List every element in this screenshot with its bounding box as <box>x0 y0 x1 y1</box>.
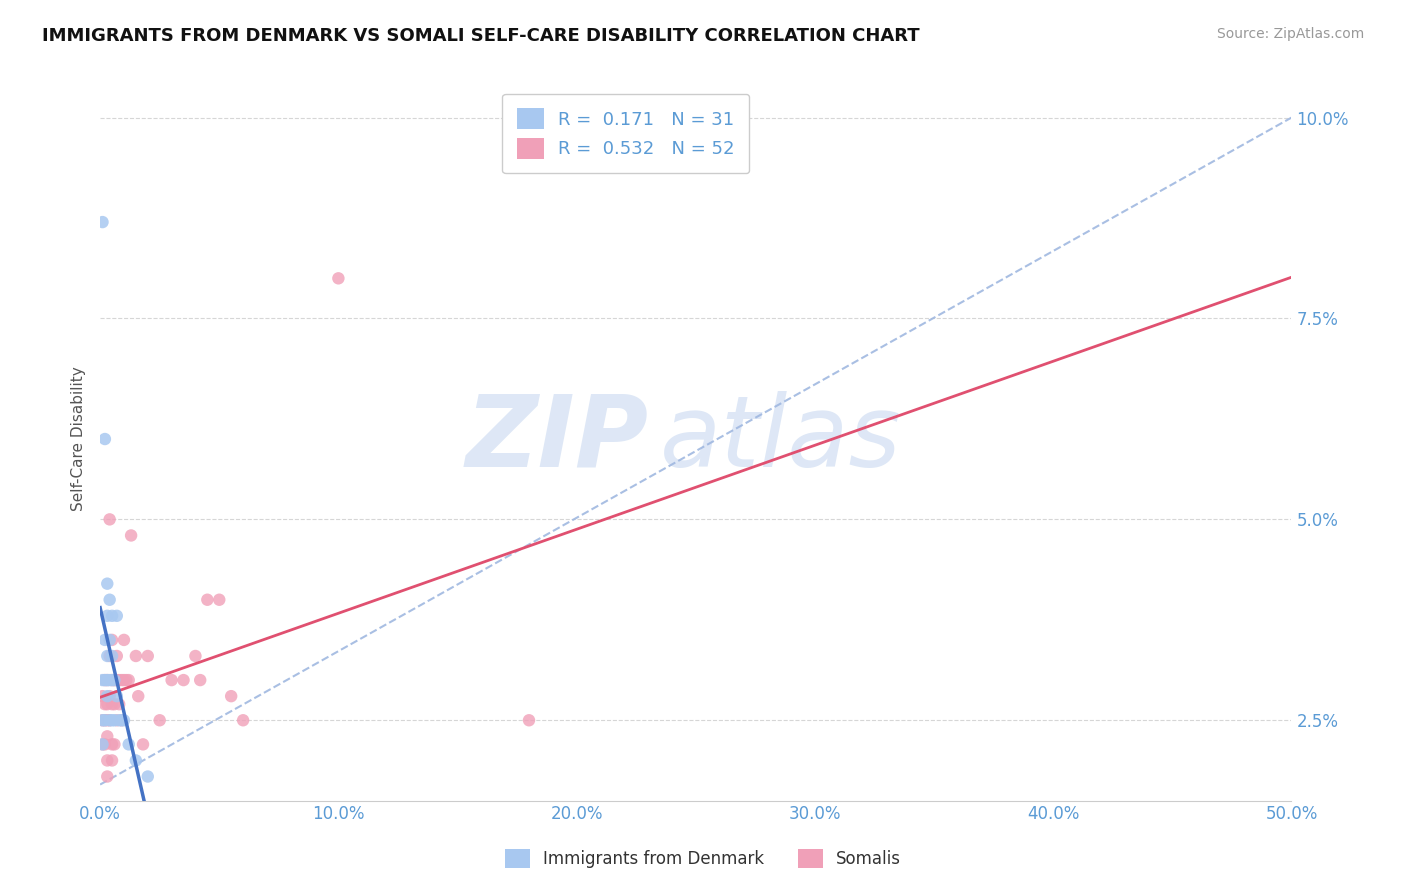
Point <box>173 673 195 687</box>
Point <box>517 713 540 727</box>
Point <box>91 215 114 229</box>
Point <box>118 737 141 751</box>
Point <box>94 432 117 446</box>
Point <box>195 592 218 607</box>
Point <box>112 713 135 727</box>
Point <box>101 697 124 711</box>
Point <box>91 689 114 703</box>
Point <box>96 770 118 784</box>
Point <box>96 689 118 703</box>
Point <box>105 608 128 623</box>
Point <box>96 754 118 768</box>
Text: atlas: atlas <box>659 391 901 488</box>
Point <box>96 673 118 687</box>
Point <box>136 648 159 663</box>
Legend: Immigrants from Denmark, Somalis: Immigrants from Denmark, Somalis <box>498 842 908 875</box>
Point <box>91 713 114 727</box>
Point <box>98 648 121 663</box>
Point <box>98 689 121 703</box>
Point <box>105 673 128 687</box>
Point <box>96 697 118 711</box>
Point <box>98 713 121 727</box>
Point <box>96 608 118 623</box>
Point <box>105 648 128 663</box>
Point <box>160 673 183 687</box>
Point <box>94 713 117 727</box>
Point <box>110 713 132 727</box>
Point <box>101 713 124 727</box>
Point <box>118 673 141 687</box>
Point <box>103 713 125 727</box>
Point <box>184 648 207 663</box>
Point <box>108 673 131 687</box>
Point <box>136 770 159 784</box>
Point <box>98 713 121 727</box>
Y-axis label: Self-Care Disability: Self-Care Disability <box>72 367 86 511</box>
Point <box>91 737 114 751</box>
Point <box>101 632 124 647</box>
Point <box>101 673 124 687</box>
Point <box>94 673 117 687</box>
Point <box>149 713 172 727</box>
Point <box>94 697 117 711</box>
Point <box>101 648 124 663</box>
Point <box>105 713 128 727</box>
Point <box>103 697 125 711</box>
Point <box>98 512 121 526</box>
Point <box>132 737 155 751</box>
Point <box>110 713 132 727</box>
Point <box>94 737 117 751</box>
Point <box>112 673 135 687</box>
Point <box>103 737 125 751</box>
Point <box>105 689 128 703</box>
Point <box>96 648 118 663</box>
Point <box>96 576 118 591</box>
Point <box>91 713 114 727</box>
Point <box>94 632 117 647</box>
Point <box>127 689 149 703</box>
Point <box>98 592 121 607</box>
Point <box>96 729 118 743</box>
Point <box>115 673 138 687</box>
Point <box>101 754 124 768</box>
Point <box>108 713 131 727</box>
Point <box>96 673 118 687</box>
Point <box>103 673 125 687</box>
Text: ZIP: ZIP <box>465 391 648 488</box>
Point <box>101 673 124 687</box>
Point <box>98 673 121 687</box>
Point <box>208 592 231 607</box>
Point <box>125 754 148 768</box>
Point <box>110 673 132 687</box>
Text: Source: ZipAtlas.com: Source: ZipAtlas.com <box>1216 27 1364 41</box>
Point <box>101 608 124 623</box>
Point <box>94 673 117 687</box>
Point <box>112 632 135 647</box>
Legend: R =  0.171   N = 31, R =  0.532   N = 52: R = 0.171 N = 31, R = 0.532 N = 52 <box>502 94 749 173</box>
Point <box>101 737 124 751</box>
Point <box>188 673 211 687</box>
Point <box>219 689 242 703</box>
Point <box>96 713 118 727</box>
Point <box>108 697 131 711</box>
Point <box>98 632 121 647</box>
Point <box>125 648 148 663</box>
Point <box>120 528 142 542</box>
Point <box>91 737 114 751</box>
Point <box>103 673 125 687</box>
Point <box>94 713 117 727</box>
Text: IMMIGRANTS FROM DENMARK VS SOMALI SELF-CARE DISABILITY CORRELATION CHART: IMMIGRANTS FROM DENMARK VS SOMALI SELF-C… <box>42 27 920 45</box>
Point <box>91 673 114 687</box>
Point <box>232 713 254 727</box>
Point <box>328 271 350 285</box>
